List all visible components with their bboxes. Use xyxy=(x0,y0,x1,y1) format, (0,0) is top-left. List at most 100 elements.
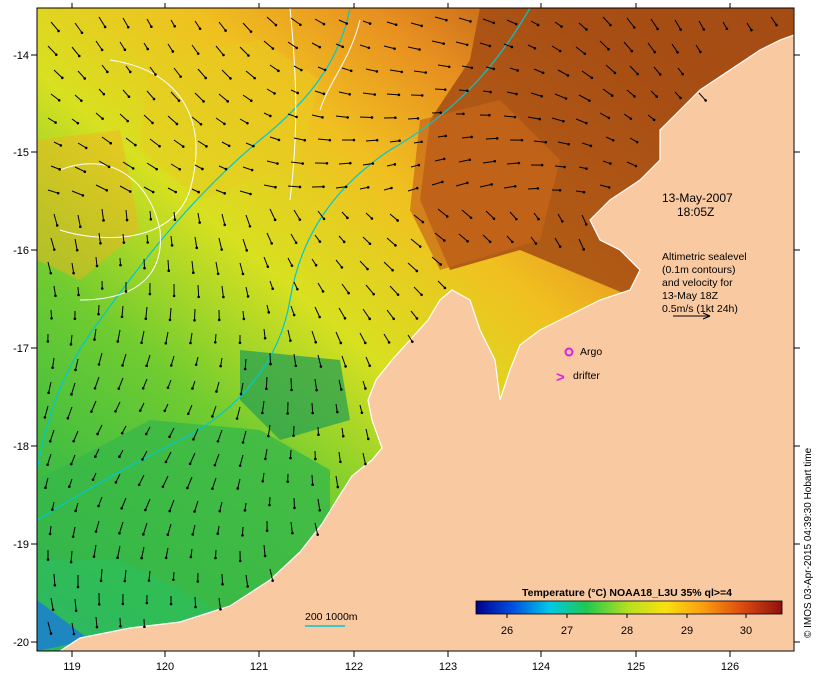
velocity-arrow-head xyxy=(336,410,339,414)
velocity-arrow-head xyxy=(341,434,345,438)
velocity-arrow xyxy=(386,237,396,246)
velocity-arrow-head xyxy=(410,340,414,343)
legend-line-3: and velocity for xyxy=(662,277,733,289)
velocity-arrow xyxy=(167,523,172,535)
velocity-arrow xyxy=(698,20,705,30)
velocity-arrow xyxy=(554,93,567,100)
colorbar-tick-label: 29 xyxy=(681,625,693,637)
velocity-arrow xyxy=(148,570,151,581)
velocity-arrow xyxy=(49,429,55,442)
velocity-arrow-head xyxy=(311,411,314,415)
velocity-arrow-head xyxy=(447,65,451,69)
velocity-arrow-head xyxy=(197,190,200,194)
velocity-arrow xyxy=(167,43,174,52)
velocity-arrow-head xyxy=(227,144,231,148)
velocity-arrow-head xyxy=(394,116,397,120)
velocity-arrow xyxy=(145,306,148,319)
velocity-arrow-head xyxy=(725,27,729,31)
velocity-arrow xyxy=(125,137,136,146)
velocity-arrow-head xyxy=(634,164,638,168)
velocity-arrow xyxy=(458,89,468,92)
velocity-arrow xyxy=(122,353,127,366)
velocity-arrow-head xyxy=(46,340,50,343)
velocity-arrow xyxy=(74,22,83,34)
y-tick-label: -15 xyxy=(13,147,29,159)
velocity-arrow xyxy=(122,233,125,243)
x-tick-label: 124 xyxy=(532,661,550,673)
velocity-arrow xyxy=(383,333,390,343)
velocity-arrow-head xyxy=(300,68,303,72)
velocity-arrow-head xyxy=(322,217,326,221)
velocity-arrow-head xyxy=(443,286,447,290)
velocity-arrow-head xyxy=(140,556,143,560)
velocity-arrow xyxy=(290,377,293,390)
velocity-arrow-head xyxy=(202,100,205,103)
velocity-arrow xyxy=(74,358,79,371)
velocity-arrow xyxy=(242,166,253,171)
velocity-arrow-head xyxy=(271,287,275,291)
velocity-arrow xyxy=(605,136,614,141)
velocity-arrow xyxy=(100,568,103,581)
velocity-arrow xyxy=(162,475,169,487)
velocity-arrow xyxy=(50,309,53,319)
velocity-arrow-head xyxy=(49,271,53,275)
velocity-arrow-head xyxy=(341,45,345,49)
velocity-arrow xyxy=(359,44,369,49)
velocity-arrow-head xyxy=(352,138,356,142)
velocity-arrow-head xyxy=(632,26,636,29)
velocity-arrow-head xyxy=(114,481,118,484)
velocity-arrow xyxy=(461,65,472,69)
velocity-arrow-head xyxy=(265,529,269,532)
velocity-arrow xyxy=(170,163,181,170)
velocity-arrow-head xyxy=(243,509,247,512)
velocity-arrow-head xyxy=(343,316,347,320)
velocity-arrow-head xyxy=(186,412,190,416)
velocity-arrow-head xyxy=(322,185,325,189)
velocity-arrow xyxy=(70,550,73,563)
velocity-arrow-head xyxy=(294,364,298,368)
velocity-arrow xyxy=(266,160,278,165)
velocity-arrow-head xyxy=(583,52,587,56)
velocity-arrow-head xyxy=(420,293,423,297)
velocity-arrow xyxy=(94,448,100,457)
velocity-arrow-head xyxy=(366,437,370,441)
velocity-arrow-head xyxy=(364,387,367,390)
velocity-arrow xyxy=(530,92,542,97)
plot-frame xyxy=(36,7,795,652)
velocity-arrow xyxy=(77,142,87,149)
velocity-arrow xyxy=(50,597,54,610)
velocity-arrow-head xyxy=(204,76,208,80)
velocity-arrow-head xyxy=(421,220,425,224)
velocity-arrow-head xyxy=(289,339,292,342)
velocity-arrow xyxy=(189,452,196,465)
velocity-arrow-head xyxy=(540,163,544,167)
velocity-arrow-head xyxy=(54,294,57,298)
velocity-arrow xyxy=(115,401,121,412)
velocity-arrow-head xyxy=(561,220,564,223)
velocity-arrow-head xyxy=(289,456,292,460)
velocity-arrow xyxy=(219,501,223,512)
velocity-arrow-head xyxy=(94,455,97,458)
velocity-arrow-head xyxy=(277,69,280,73)
velocity-arrow xyxy=(187,404,193,414)
velocity-arrow-head xyxy=(295,46,299,50)
velocity-arrow xyxy=(214,549,217,559)
velocity-arrow-head xyxy=(346,116,349,119)
velocity-arrow xyxy=(217,429,223,442)
velocity-arrow-head xyxy=(193,510,196,513)
velocity-arrow xyxy=(599,184,610,188)
velocity-arrow-head xyxy=(169,602,173,606)
velocity-arrow-head xyxy=(76,585,80,589)
velocity-arrow xyxy=(74,166,86,173)
velocity-arrow xyxy=(338,162,351,165)
velocity-arrow-head xyxy=(177,99,181,102)
velocity-arrow-head xyxy=(635,140,639,144)
velocity-arrow-head xyxy=(301,162,304,165)
velocity-arrow-head xyxy=(633,95,636,98)
velocity-arrow-head xyxy=(128,190,132,193)
velocity-arrow xyxy=(215,117,225,125)
velocity-arrow xyxy=(144,498,151,511)
velocity-arrow-head xyxy=(387,341,391,344)
velocity-arrow-head xyxy=(199,122,203,126)
velocity-arrow xyxy=(117,545,121,558)
